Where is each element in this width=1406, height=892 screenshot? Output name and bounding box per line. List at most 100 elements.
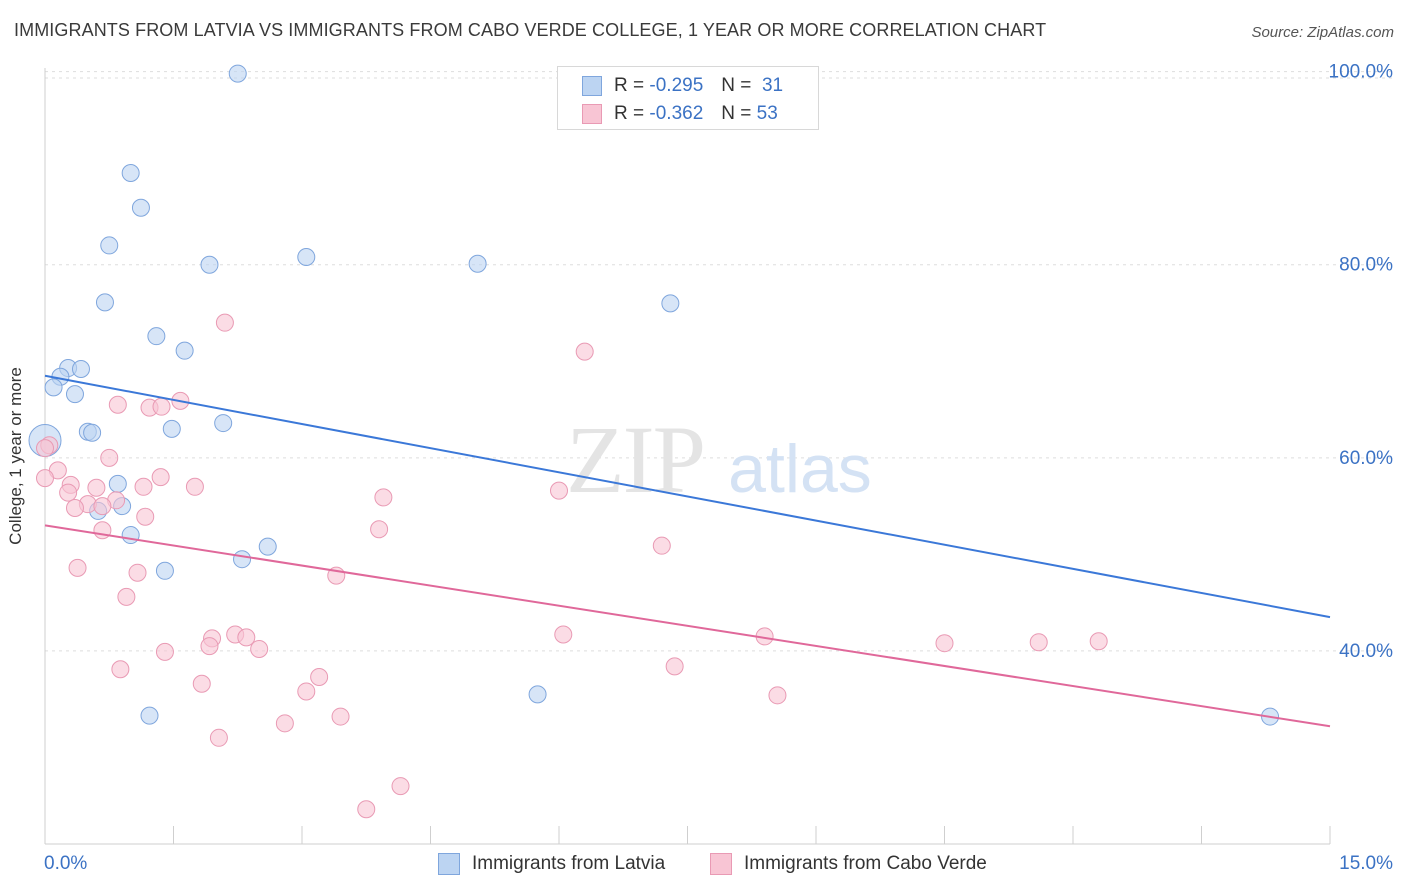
caboverde-point-48 [275,714,294,733]
caboverde-point-14 [151,468,170,487]
latvia-point-21 [108,474,127,493]
latvia-point-20 [214,414,233,433]
latvia-swatch [582,76,602,96]
legend-row-latvia: R = -0.295 N = 31 [582,73,783,99]
caboverde-point-13 [134,477,153,496]
caboverde-point-9 [36,469,54,488]
y-tick-label-0: 40.0% [1339,641,1393,662]
caboverde-point-51 [357,800,376,819]
caboverde-point-39 [1029,633,1048,652]
y-axis-label-wrap: College, 1 year or more [6,367,26,545]
caboverde-point-5 [152,397,171,416]
caboverde-point-46 [768,686,787,705]
latvia-point-26 [233,550,252,569]
caboverde-point-41 [111,660,130,679]
bottom-latvia-label: Immigrants from Latvia [472,853,666,874]
caboverde-point-19 [65,499,84,518]
y-tick-label-1: 60.0% [1339,448,1393,469]
chart-title: IMMIGRANTS FROM LATVIA VS IMMIGRANTS FRO… [14,20,1047,40]
x-tick-label-start: 0.0% [44,853,87,874]
caboverde-point-36 [250,639,269,658]
caboverde-point-50 [391,777,410,796]
caboverde-point-47 [331,707,350,726]
caboverde-point-0 [215,313,234,332]
latvia-point-18 [83,423,102,442]
latvia-point-0 [228,64,247,83]
latvia-point-10 [175,341,194,360]
latvia-point-4 [200,255,219,274]
caboverde-point-16 [59,483,78,502]
caboverde-swatch [582,104,602,124]
caboverde-point-37 [155,642,174,661]
y-axis-label: College, 1 year or more [6,367,25,545]
latvia-point-24 [121,526,140,545]
caboverde-point-15 [185,477,204,496]
y-tick-label-3: 100.0% [1329,62,1394,83]
caboverde-point-25 [652,536,671,555]
caboverde-point-7 [100,448,119,467]
latvia-point-29 [140,706,159,725]
caboverde-point-20 [136,507,155,526]
latvia-n-value: 31 [761,75,784,96]
latvia-point-8 [661,294,680,313]
tick-label-layer: 40.0% 60.0% 80.0% 100.0% 0.0% 15.0% [44,62,1393,874]
caboverde-point-33 [554,625,573,644]
latvia-point-1 [121,164,140,183]
latvia-point-7 [95,293,114,312]
caboverde-point-35 [200,637,219,656]
latvia-point-3 [100,236,119,255]
caboverde-n-label: N = [721,103,752,124]
bottom-legend-latvia: Immigrants from Latvia [438,852,665,876]
caboverde-point-21 [374,488,393,507]
caboverde-point-27 [128,563,147,582]
x-tick-label-end: 15.0% [1339,853,1393,874]
caboverde-r-label: R = [614,103,645,124]
caboverde-point-49 [209,728,228,747]
latvia-point-27 [155,561,174,580]
latvia-r-value: -0.295 [649,75,704,96]
latvia-point-9 [147,327,166,346]
watermark-atlas: atlas [728,431,872,507]
caboverde-r-value: -0.362 [649,103,704,124]
caboverde-point-38 [935,634,954,653]
caboverde-point-11 [87,478,106,497]
caboverde-point-18 [93,497,112,516]
latvia-r-label: R = [614,75,645,96]
source-credit: Source: ZipAtlas.com [1251,24,1394,41]
caboverde-point-42 [665,657,684,676]
trend-layer [44,374,1331,728]
latvia-point-25 [258,537,277,556]
y-tick-label-2: 80.0% [1339,255,1393,276]
bottom-legend-caboverde: Immigrants from Cabo Verde [710,852,987,876]
latvia-point-5 [297,248,316,267]
caboverde-point-3 [108,395,127,414]
caboverde-point-24 [370,520,389,539]
bottom-latvia-swatch [438,853,460,875]
caboverde-trend-line [44,524,1331,728]
latvia-point-12 [71,360,90,379]
caboverde-n-value: 53 [756,103,778,124]
correlation-legend: R = -0.295 N = 31 R = -0.362 N = 53 [557,66,819,130]
bottom-caboverde-swatch [710,853,732,875]
latvia-trend-line [44,374,1331,619]
caboverde-point-45 [297,682,316,701]
legend-row-caboverde: R = -0.362 N = 53 [582,101,778,127]
caboverde-point-52 [36,439,54,458]
latvia-point-15 [65,385,84,404]
caboverde-point-43 [310,667,329,686]
latvia-point-28 [528,685,547,704]
watermark: ZIP [566,406,704,513]
caboverde-point-26 [68,558,87,577]
caboverde-point-29 [117,587,136,606]
bottom-caboverde-label: Immigrants from Cabo Verde [744,853,987,874]
caboverde-point-1 [575,342,594,361]
latvia-n-label: N = [721,75,752,96]
caboverde-point-32 [237,628,256,647]
latvia-point-19 [162,419,181,438]
latvia-point-2 [131,198,150,217]
latvia-point-14 [44,378,63,397]
latvia-point-6 [468,254,487,273]
caboverde-point-40 [1089,632,1108,651]
caboverde-point-22 [550,481,568,500]
